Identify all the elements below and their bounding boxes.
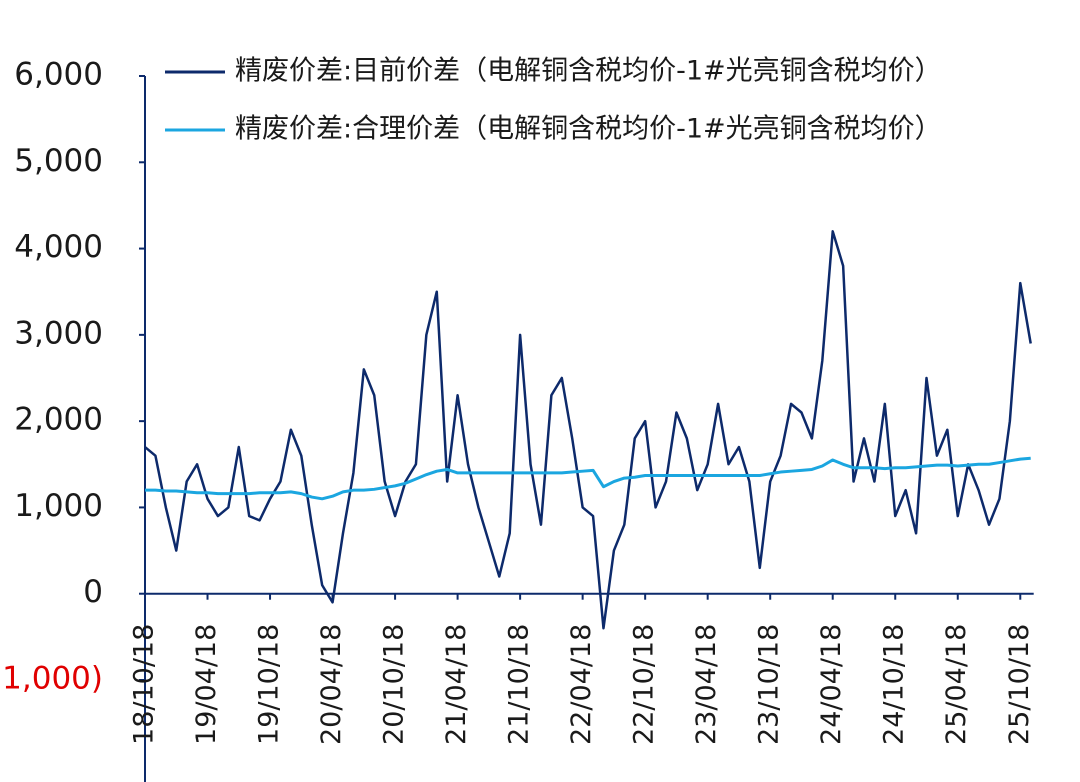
- x-tick-label: 20/04/18: [316, 624, 347, 745]
- x-tick-label: 20/10/18: [379, 624, 410, 745]
- y-tick-label: 1,000: [14, 488, 103, 524]
- y-tick-label: 2,000: [14, 402, 103, 438]
- x-tick-label: 23/04/18: [691, 624, 722, 745]
- y-tick-label: 6,000: [14, 57, 103, 93]
- x-tick-label: 24/10/18: [879, 624, 910, 745]
- x-tick-label: 21/04/18: [441, 624, 472, 745]
- series-line: [144, 230, 1032, 630]
- y-tick-label: 4,000: [14, 229, 103, 265]
- series-line: [145, 456, 1031, 501]
- x-tick-label: 25/04/18: [941, 624, 972, 745]
- x-tick-label: 18/10/18: [129, 624, 160, 745]
- x-tick-label: 19/10/18: [254, 624, 285, 745]
- y-tick-label: 3,000: [14, 315, 103, 351]
- legend-label: 精废价差:合理价差（电解铜含税均价-1#光亮铜含税均价）: [235, 114, 942, 145]
- y-tick-label: 0: [83, 574, 103, 610]
- legend-label: 精废价差:目前价差（电解铜含税均价-1#光亮铜含税均价）: [235, 56, 942, 87]
- y-tick-label: (1,000): [0, 661, 103, 697]
- x-tick-label: 22/04/18: [566, 624, 597, 745]
- x-tick-label: 22/10/18: [629, 624, 660, 745]
- x-tick-label: 19/04/18: [191, 624, 222, 745]
- x-tick-label: 24/04/18: [816, 624, 847, 745]
- x-tick-label: 25/10/18: [1004, 624, 1035, 745]
- x-tick-label: 23/10/18: [754, 624, 785, 745]
- x-tick-label: 21/10/18: [504, 624, 535, 745]
- y-tick-label: 5,000: [14, 143, 103, 179]
